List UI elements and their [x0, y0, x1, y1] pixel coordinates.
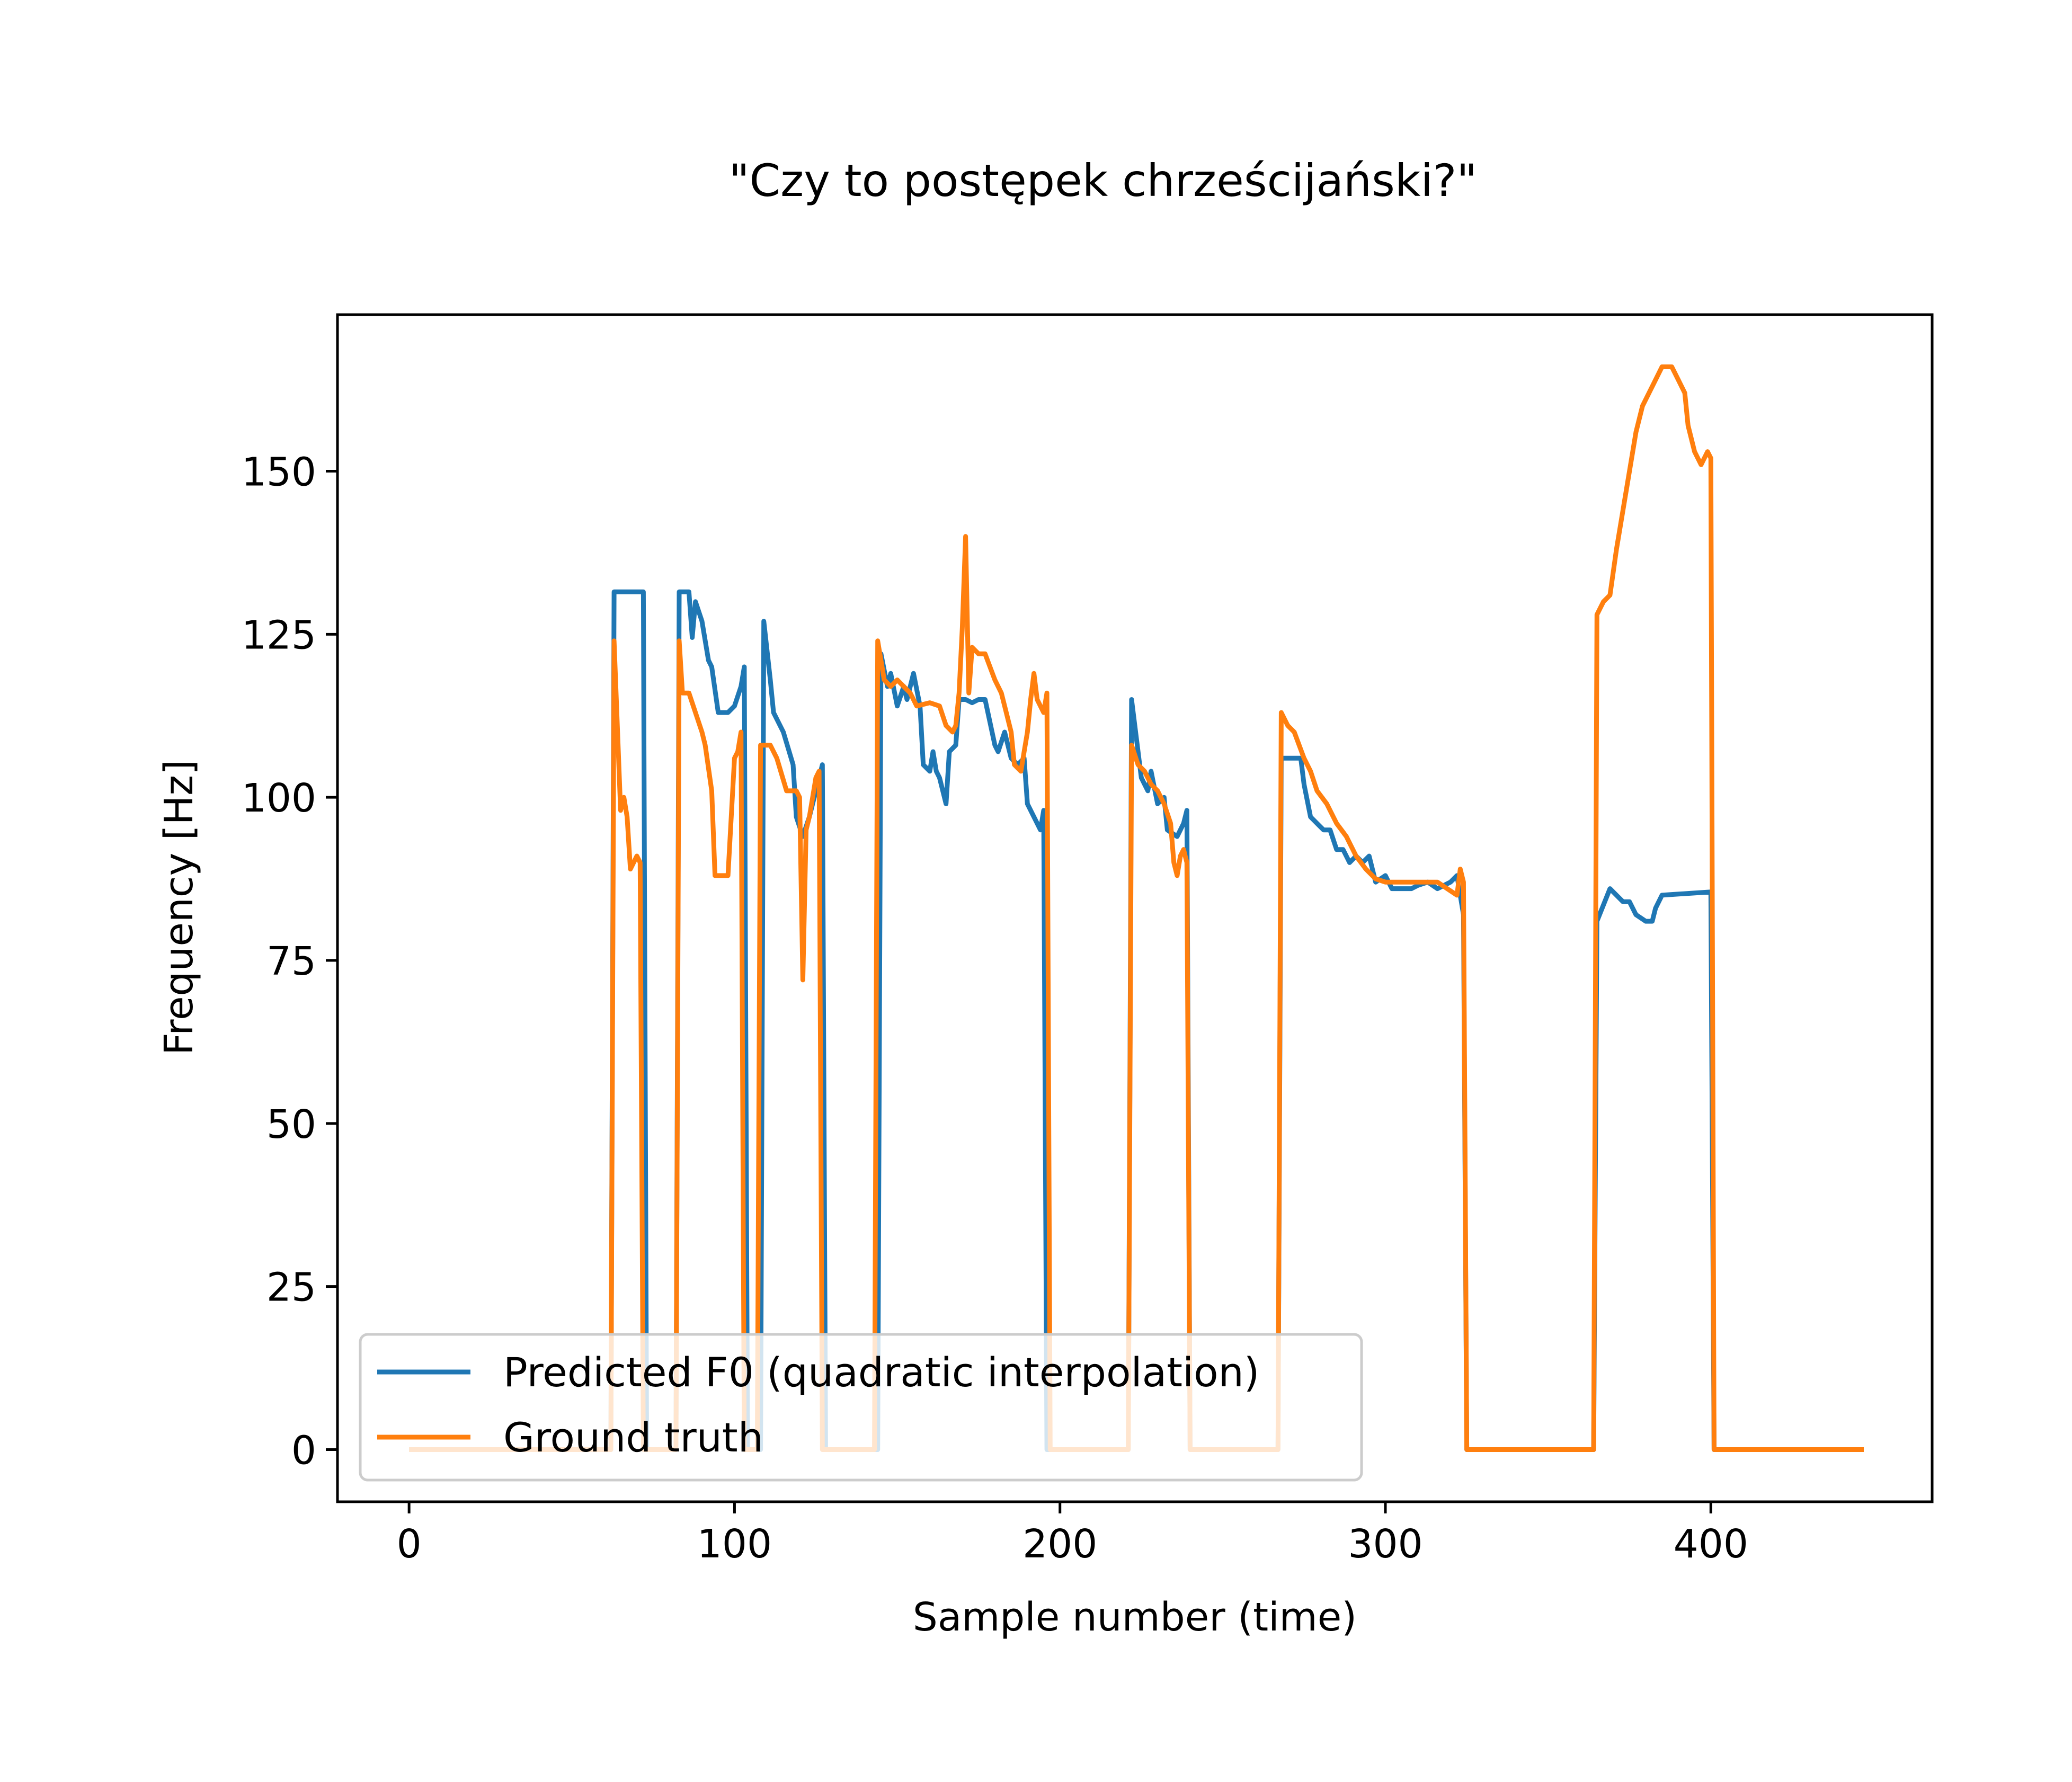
y-tick-label: 0: [291, 1428, 316, 1473]
plot-frame: [336, 313, 1934, 1503]
legend-label-predicted: Predicted F0 (quadratic interpolation): [503, 1349, 1259, 1396]
chart-title: "Czy to postępek chrześcijański?": [729, 155, 1477, 207]
y-tick-label: 100: [242, 776, 316, 821]
y-axis-label: Frequency [Hz]: [156, 760, 202, 1055]
x-tick-label: 300: [1348, 1521, 1422, 1567]
y-tick-label: 75: [266, 939, 316, 984]
x-tick-label: 0: [397, 1521, 422, 1567]
x-axis-ticks: 0 100 200 300 400: [397, 1502, 1748, 1567]
series-layer: [409, 364, 1864, 1452]
x-tick-label: 200: [1022, 1521, 1097, 1567]
x-tick-label: 100: [697, 1521, 772, 1567]
y-tick-label: 150: [242, 450, 316, 495]
y-tick-label: 50: [266, 1102, 316, 1147]
y-tick-label: 25: [266, 1265, 316, 1311]
x-tick-label: 400: [1674, 1521, 1748, 1567]
y-axis-ticks: 0 25 50 75 100 125 150: [242, 450, 337, 1473]
legend: Predicted F0 (quadratic interpolation) G…: [359, 1333, 1363, 1482]
legend-label-ground-truth: Ground truth: [503, 1414, 763, 1461]
y-tick-label: 125: [242, 612, 316, 658]
series-line-1: [409, 364, 1864, 1452]
legend-box: [359, 1333, 1363, 1482]
x-axis-label: Sample number (time): [913, 1594, 1357, 1640]
